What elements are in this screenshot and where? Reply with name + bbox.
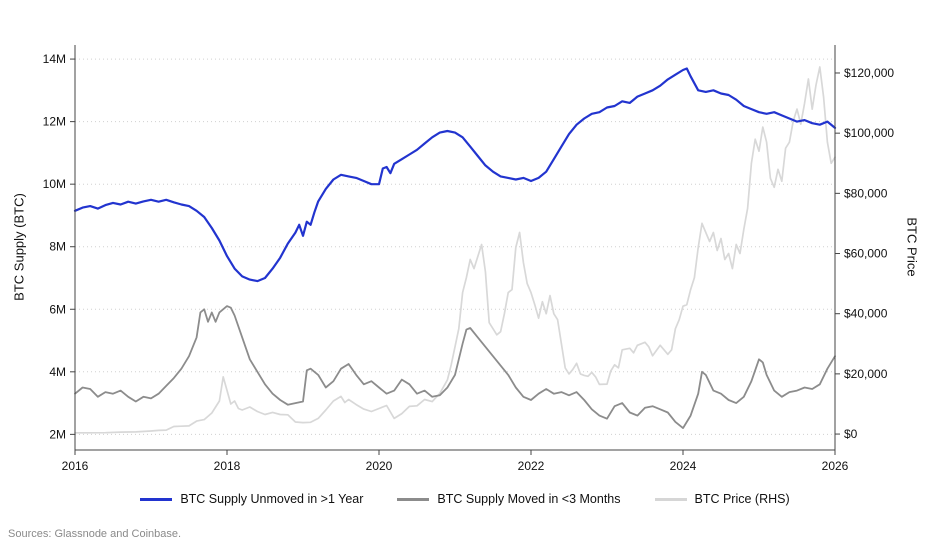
sources-note: Sources: Glassnode and Coinbase.	[8, 528, 182, 540]
svg-text:10M: 10M	[43, 177, 66, 191]
svg-text:$0: $0	[844, 427, 858, 441]
legend-item-moved-supply: BTC Supply Moved in <3 Months	[397, 492, 621, 506]
svg-text:2026: 2026	[822, 459, 849, 473]
gridlines	[75, 58, 835, 435]
svg-text:$60,000: $60,000	[844, 247, 888, 261]
svg-text:2020: 2020	[366, 459, 393, 473]
svg-text:2016: 2016	[62, 459, 89, 473]
right-axis-title: BTC Price	[904, 217, 920, 277]
svg-text:4M: 4M	[49, 365, 66, 379]
svg-text:$40,000: $40,000	[844, 307, 888, 321]
svg-text:6M: 6M	[49, 302, 66, 316]
legend-label-moved-supply: BTC Supply Moved in <3 Months	[437, 492, 621, 506]
legend-swatch-gray-line	[397, 497, 430, 501]
series-line-1	[74, 305, 836, 430]
series-line-0	[74, 66, 836, 434]
svg-text:12M: 12M	[43, 115, 66, 129]
svg-text:$20,000: $20,000	[844, 367, 888, 381]
left-axis-title: BTC Supply (BTC)	[11, 193, 27, 301]
svg-text:2018: 2018	[214, 459, 241, 473]
legend-label-btc-price: BTC Price (RHS)	[694, 492, 790, 506]
legend-item-btc-price: BTC Price (RHS)	[654, 492, 790, 506]
svg-text:$100,000: $100,000	[844, 126, 894, 140]
svg-text:2024: 2024	[670, 459, 697, 473]
svg-text:2022: 2022	[518, 459, 545, 473]
svg-text:8M: 8M	[49, 240, 66, 254]
legend: BTC Supply Unmoved in >1 Year BTC Supply…	[0, 492, 930, 506]
legend-label-unmoved-supply: BTC Supply Unmoved in >1 Year	[180, 492, 364, 506]
legend-item-unmoved-supply: BTC Supply Unmoved in >1 Year	[140, 492, 363, 506]
legend-swatch-lightgray-line	[654, 497, 687, 501]
tick-labels: 2M 4M 6M 8M 10M 12M 14M $0 $20,000 $40,000 $60,000…	[43, 52, 895, 473]
svg-text:2M: 2M	[49, 427, 66, 441]
axes	[70, 45, 840, 455]
legend-swatch-blue-line	[140, 497, 173, 501]
svg-text:14M: 14M	[43, 52, 66, 66]
svg-text:$80,000: $80,000	[844, 186, 888, 200]
series-line-2	[73, 67, 837, 283]
svg-text:$120,000: $120,000	[844, 66, 894, 80]
